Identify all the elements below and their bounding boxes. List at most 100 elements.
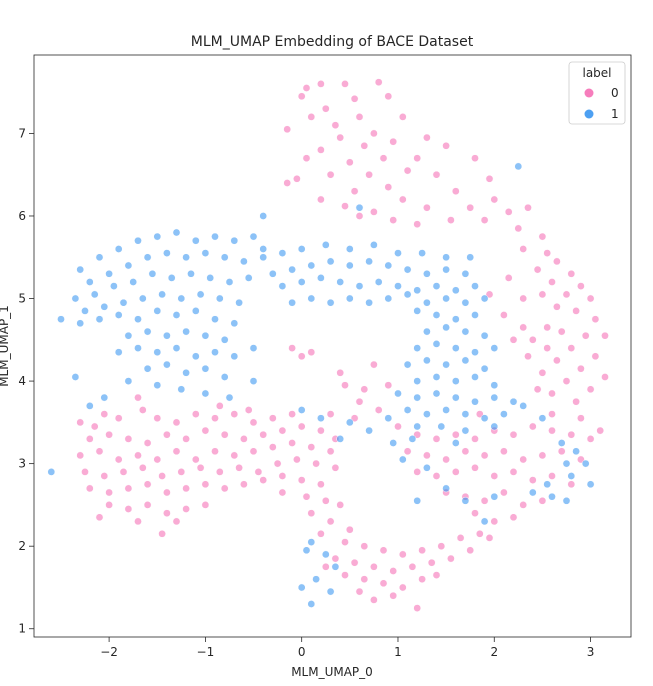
point-label-0-227 — [490, 517, 499, 526]
point-label-0-20 — [302, 154, 311, 163]
point-label-0-91 — [105, 430, 113, 439]
point-label-0-159 — [307, 509, 316, 518]
point-label-1-92 — [394, 282, 402, 290]
point-label-0-86 — [191, 410, 200, 418]
point-label-0-105 — [95, 447, 104, 456]
point-label-1-34 — [158, 290, 166, 299]
point-label-0-112 — [230, 451, 239, 460]
x-axis-label: MLM_UMAP_0 — [291, 665, 373, 679]
point-label-1-83 — [423, 269, 431, 278]
point-label-1-189 — [321, 550, 330, 559]
point-label-1-172 — [557, 439, 566, 447]
point-label-0-8 — [355, 113, 364, 121]
point-label-1-164 — [345, 418, 354, 427]
point-label-1-35 — [177, 294, 186, 303]
point-label-0-88 — [230, 410, 239, 418]
y-tick-label: 1 — [18, 622, 26, 636]
point-label-1-176 — [543, 480, 552, 489]
plot-frame — [33, 54, 632, 638]
point-label-0-49 — [413, 220, 422, 229]
point-label-0-21 — [345, 158, 354, 167]
point-label-0-222 — [480, 496, 489, 505]
point-label-0-223 — [500, 488, 508, 497]
point-label-0-209 — [557, 447, 566, 456]
point-label-1-65 — [201, 364, 210, 373]
y-axis-label: MLM_UMAP_1 — [0, 305, 11, 387]
point-label-0-140 — [240, 480, 248, 489]
point-label-0-3 — [374, 78, 383, 87]
point-label-0-32 — [384, 183, 393, 191]
point-label-0-97 — [220, 430, 229, 439]
point-label-1-186 — [413, 496, 422, 505]
point-label-1-188 — [302, 546, 311, 555]
point-label-1-77 — [307, 261, 316, 270]
point-label-0-178 — [341, 571, 349, 579]
point-label-0-241 — [360, 385, 369, 394]
point-label-0-126 — [235, 463, 243, 472]
point-label-0-258 — [100, 410, 109, 418]
point-label-1-126 — [442, 323, 450, 332]
point-label-0-172 — [350, 558, 359, 567]
point-label-1-25 — [167, 274, 176, 282]
point-label-0-52 — [543, 249, 552, 257]
point-label-1-136 — [442, 360, 450, 369]
point-label-0-39 — [423, 203, 431, 212]
point-label-1-180 — [398, 455, 407, 464]
point-label-0-113 — [249, 447, 258, 456]
point-label-0-137 — [182, 484, 190, 493]
point-label-1-37 — [215, 294, 224, 303]
point-label-0-1 — [317, 80, 325, 88]
point-label-1-151 — [403, 406, 412, 414]
point-label-1-124 — [471, 311, 479, 319]
point-label-1-79 — [345, 261, 354, 270]
point-label-0-59 — [586, 294, 595, 303]
point-label-0-132 — [85, 484, 94, 493]
point-label-1-84 — [442, 265, 450, 274]
point-label-0-173 — [370, 562, 378, 571]
point-label-1-175 — [567, 472, 576, 480]
point-label-0-245 — [519, 323, 528, 332]
point-label-0-218 — [548, 472, 556, 480]
point-label-1-168 — [389, 439, 398, 447]
point-label-1-132 — [471, 348, 479, 357]
point-label-0-62 — [572, 307, 580, 315]
point-label-1-61 — [230, 352, 239, 361]
point-label-0-41 — [490, 195, 499, 204]
point-label-1-95 — [451, 286, 460, 295]
point-label-0-213 — [451, 468, 460, 476]
point-label-1-66 — [220, 373, 229, 381]
point-label-1-45 — [172, 311, 181, 319]
point-label-1-32 — [119, 298, 128, 307]
point-label-0-144 — [317, 480, 325, 489]
point-label-1-99 — [326, 298, 335, 307]
point-label-1-166 — [317, 414, 325, 423]
point-label-1-26 — [187, 269, 195, 278]
point-label-1-2 — [114, 245, 123, 253]
point-label-1-157 — [413, 422, 422, 431]
point-label-1-76 — [288, 265, 296, 274]
point-label-0-29 — [432, 170, 441, 179]
point-label-0-149 — [182, 505, 190, 513]
point-label-1-139 — [413, 377, 422, 385]
point-label-0-202 — [423, 451, 431, 460]
point-label-1-117 — [466, 253, 475, 262]
point-label-0-198 — [548, 426, 556, 435]
point-label-0-66 — [581, 331, 590, 340]
point-label-1-41 — [95, 315, 104, 324]
point-label-0-73 — [601, 373, 609, 381]
point-label-0-146 — [124, 505, 133, 513]
point-label-1-57 — [153, 348, 162, 357]
point-label-1-144 — [394, 389, 402, 398]
point-label-1-97 — [288, 298, 296, 307]
point-label-1-162 — [384, 414, 393, 423]
point-label-0-27 — [365, 170, 373, 179]
point-label-1-149 — [490, 393, 499, 402]
point-label-0-9 — [331, 121, 340, 130]
point-label-1-165 — [336, 435, 345, 443]
x-tick-label: −1 — [197, 645, 215, 659]
point-label-0-94 — [163, 430, 171, 439]
point-label-1-87 — [297, 278, 306, 286]
point-label-0-141 — [259, 476, 268, 484]
point-label-0-100 — [278, 426, 287, 435]
point-label-0-12 — [283, 125, 292, 134]
